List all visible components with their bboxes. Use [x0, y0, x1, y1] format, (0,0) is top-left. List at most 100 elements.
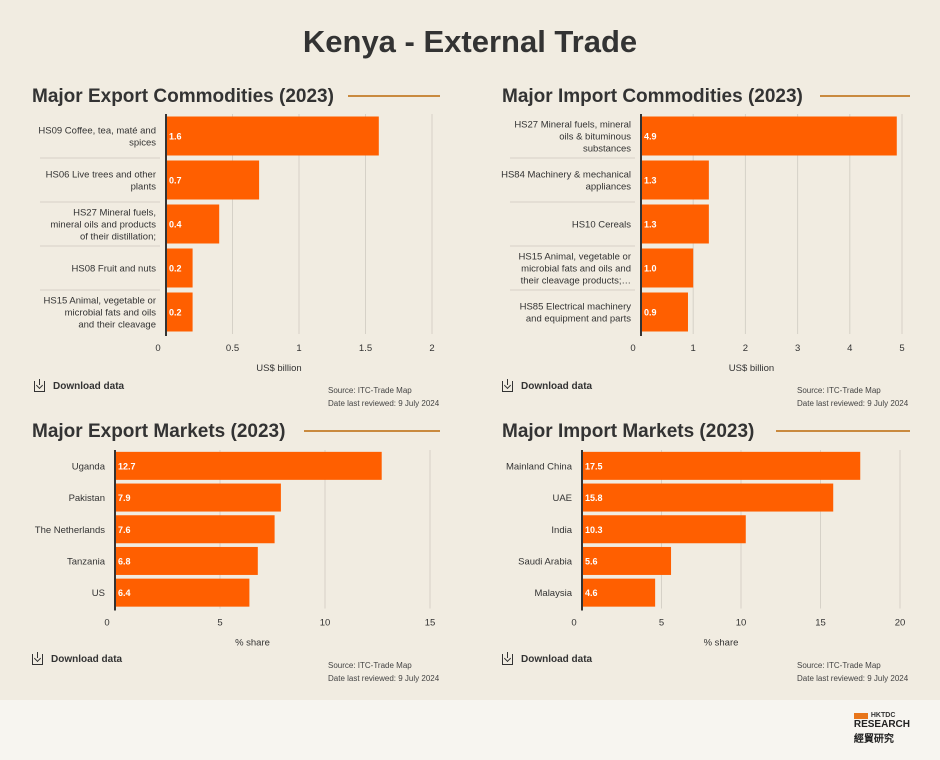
data-label: 4.6	[585, 588, 598, 598]
category-label: Uganda	[72, 461, 106, 472]
category-label: HS06 Live trees and other plants	[46, 170, 157, 193]
download-data-label: Download data	[53, 381, 125, 392]
bar	[115, 451, 382, 480]
data-label: 4.9	[644, 132, 657, 142]
data-label: 0.9	[644, 308, 657, 318]
category-label: HS09 Coffee, tea, maté and spices	[38, 126, 156, 149]
data-label: 0.4	[169, 220, 182, 230]
source-note: Source: ITC-Trade Map Date last reviewed…	[797, 384, 908, 410]
tick-label: 5	[217, 618, 222, 629]
category-label: HS27 Mineral fuels, mineral oils & bitumi…	[514, 120, 631, 155]
source-label: Source: ITC-Trade Map	[328, 661, 412, 670]
title-rule	[304, 430, 440, 432]
reviewed-label: Date last reviewed: 9 July 2024	[797, 674, 909, 683]
bar	[582, 483, 834, 512]
download-data-button[interactable]: Download data	[34, 379, 125, 392]
tick-label: 3	[795, 343, 800, 354]
data-label: 1.3	[644, 220, 657, 230]
tick-label: 2	[743, 343, 748, 354]
reviewed-label: Date last reviewed: 9 July 2024	[328, 399, 440, 408]
chart-title: Major Export Markets (2023)	[32, 421, 286, 442]
category-label: India	[551, 525, 572, 536]
data-label: 0.2	[169, 264, 182, 274]
bar	[582, 451, 861, 480]
download-data-label: Download data	[521, 381, 593, 392]
download-data-button[interactable]: Download data	[32, 652, 123, 665]
bar	[641, 160, 709, 200]
bar	[166, 292, 193, 332]
tick-label: 4	[847, 343, 852, 354]
bar	[166, 160, 260, 200]
category-label: The Netherlands	[35, 525, 105, 536]
download-data-button[interactable]: Download data	[502, 652, 593, 665]
title-rule	[348, 95, 440, 97]
tick-label: 10	[320, 618, 331, 629]
bar	[115, 483, 281, 512]
source-note: Source: ITC-Trade Map Date last reviewed…	[797, 659, 908, 685]
category-label: US	[92, 588, 105, 599]
data-label: 7.9	[118, 493, 131, 503]
category-label: Tanzania	[67, 556, 106, 567]
export-markets-panel: Major Export Markets (2023) 12.7 Uganda 7.…	[32, 421, 442, 711]
page-title: Kenya - External Trade	[302, 24, 638, 59]
download-data-label: Download data	[521, 654, 593, 665]
source-label: Source: ITC-Trade Map	[797, 661, 881, 670]
download-data-button[interactable]: Download data	[502, 379, 593, 392]
tick-label: 20	[895, 618, 906, 629]
category-label: HS10 Cereals	[572, 220, 631, 231]
download-icon	[502, 379, 513, 392]
tick-label: 1	[296, 343, 301, 354]
export-markets-chart: 12.7 Uganda 7.9 Pakistan 7.6 The Netherlands 6…	[35, 450, 435, 649]
data-label: 1.0	[644, 264, 657, 274]
tick-label: 0	[630, 343, 635, 354]
bar	[115, 578, 250, 607]
tick-label: 2	[429, 343, 434, 354]
download-icon	[32, 652, 43, 665]
download-data-label: Download data	[51, 654, 123, 665]
data-label: 6.4	[118, 588, 131, 598]
chart-title: Major Export Commodities (2023)	[32, 86, 334, 107]
data-label: 17.5	[585, 461, 603, 471]
title-rule	[776, 430, 910, 432]
tick-label: 5	[659, 618, 664, 629]
data-label: 1.6	[169, 132, 182, 142]
x-axis-label: % share	[704, 638, 739, 649]
data-label: 0.7	[169, 176, 182, 186]
data-label: 15.8	[585, 493, 603, 503]
download-icon	[502, 652, 513, 665]
logo-research-label: RESEARCH	[853, 719, 910, 730]
bar	[115, 515, 275, 544]
data-label: 7.6	[118, 525, 131, 535]
x-axis-label: US$ billion	[256, 363, 301, 374]
import-commodities-panel: Major Import Commodities (2023) 4.9 HS27 …	[501, 86, 912, 408]
chart-title: Major Import Markets (2023)	[502, 421, 755, 442]
bar	[641, 204, 709, 244]
category-label: HS15 Animal, vegetable or microbial fats …	[44, 296, 157, 331]
logo-top: HKTDC	[853, 712, 910, 719]
tick-label: 0	[104, 618, 109, 629]
bar	[166, 116, 379, 156]
tick-label: 5	[899, 343, 904, 354]
logo-cn-label: 經貿研究	[853, 734, 894, 745]
category-label: Mainland China	[506, 461, 573, 472]
category-label: Pakistan	[69, 493, 105, 504]
category-label: HS84 Machinery & mechanical appliances	[501, 170, 631, 193]
category-label: Malaysia	[535, 588, 573, 599]
data-label: 1.3	[644, 176, 657, 186]
category-label: HS27 Mineral fuels, mineral oils and prod…	[50, 208, 156, 243]
logo-mark	[853, 712, 868, 719]
hktdc-research-logo: HKTDC RESEARCH 經貿研究	[853, 712, 910, 745]
bar	[641, 248, 694, 288]
import-commodities-chart: 4.9 HS27 Mineral fuels, mineral oils & bit…	[501, 114, 905, 374]
category-label: HS08 Fruit and nuts	[72, 264, 157, 275]
logo-top-label: HKTDC	[870, 712, 896, 719]
tick-label: 10	[736, 618, 747, 629]
data-label: 5.6	[585, 556, 598, 566]
category-label: UAE	[552, 493, 572, 504]
reviewed-label: Date last reviewed: 9 July 2024	[797, 399, 909, 408]
title-rule	[820, 95, 910, 97]
bar	[166, 248, 193, 288]
tick-label: 0.5	[226, 343, 239, 354]
footer: HKTDC RESEARCH 經貿研究	[0, 700, 940, 760]
export-commodities-panel: Major Export Commodities (2023) 1.6 HS09 …	[32, 86, 442, 408]
